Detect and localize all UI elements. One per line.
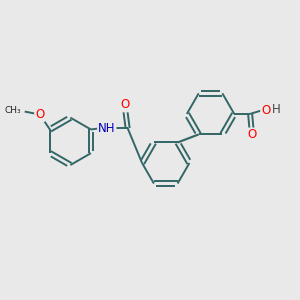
- Text: NH: NH: [98, 122, 116, 134]
- Text: O: O: [121, 98, 130, 111]
- Text: O: O: [35, 108, 44, 121]
- Text: O: O: [261, 104, 270, 117]
- Text: H: H: [272, 103, 280, 116]
- Text: CH₃: CH₃: [4, 106, 21, 116]
- Text: O: O: [247, 128, 256, 142]
